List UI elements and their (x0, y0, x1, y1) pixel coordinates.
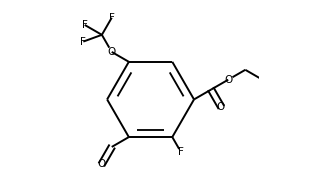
Text: F: F (80, 37, 86, 47)
Text: O: O (108, 47, 116, 57)
Text: F: F (109, 13, 115, 23)
Text: O: O (224, 75, 232, 85)
Text: O: O (98, 159, 106, 169)
Text: O: O (217, 102, 225, 112)
Text: F: F (82, 20, 88, 30)
Text: F: F (178, 147, 184, 157)
